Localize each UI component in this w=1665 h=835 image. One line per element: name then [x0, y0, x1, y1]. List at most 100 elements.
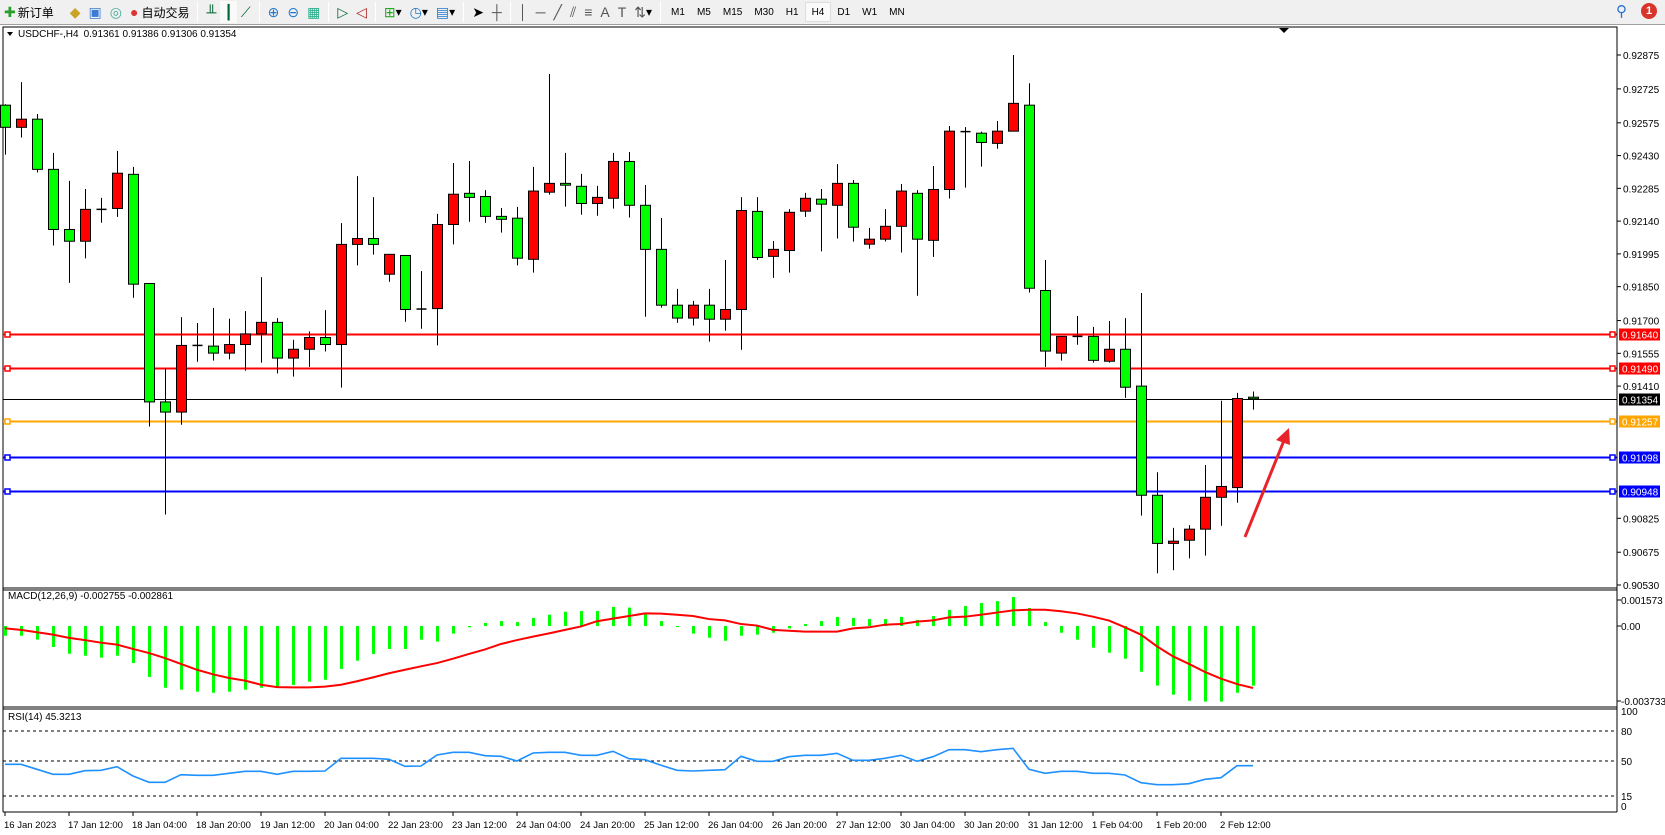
- vertical-line-button[interactable]: │: [515, 1, 532, 23]
- macd-bar: [516, 622, 519, 626]
- candle-body-bear: [144, 282, 155, 403]
- candle: [608, 152, 619, 209]
- timeframe-m1[interactable]: M1: [671, 6, 685, 18]
- candle-body-bull: [592, 196, 603, 204]
- level-handle[interactable]: [4, 331, 11, 338]
- history-icon: ◆: [69, 4, 81, 20]
- time-tick-label: 1 Feb 20:00: [1156, 820, 1207, 831]
- cursor-button[interactable]: ➤: [468, 1, 488, 23]
- auto-trading-button[interactable]: ● 自动交易: [129, 4, 190, 20]
- price-tick-label: 0.92725: [1623, 85, 1660, 96]
- indicators-button[interactable]: ⊞ ▾: [383, 4, 402, 20]
- horizontal-line-button[interactable]: ─: [532, 1, 550, 23]
- bar-chart-button[interactable]: ╨: [202, 1, 220, 23]
- candle-body-bear: [512, 217, 523, 259]
- time-tick-label: 30 Jan 04:00: [900, 820, 955, 831]
- candle: [1200, 464, 1211, 556]
- macd-bar: [196, 626, 199, 692]
- level-handle[interactable]: [1609, 365, 1616, 372]
- zoom-in-button[interactable]: ⊕: [264, 1, 284, 23]
- zoom-out-button[interactable]: ⊖: [283, 1, 303, 23]
- candle: [848, 179, 859, 242]
- candle: [48, 152, 59, 246]
- timeframe-d1[interactable]: D1: [837, 6, 851, 18]
- level-handle[interactable]: [4, 454, 11, 461]
- periods-button[interactable]: ◷ ▾: [409, 4, 428, 20]
- text-label-icon: T: [617, 4, 627, 20]
- macd-bar: [468, 626, 471, 628]
- timeframe-h1[interactable]: H1: [785, 6, 799, 18]
- level-price-label: 0.91098: [1622, 454, 1659, 465]
- chart-window[interactable]: 0.91640 0.91490 0.91354 0.91257 0.91098 0.909…: [0, 25, 1665, 835]
- timeframe-m15[interactable]: M15: [722, 6, 743, 18]
- timeframe-m5[interactable]: M5: [696, 6, 711, 18]
- auto-scroll-icon: ▷: [337, 4, 349, 20]
- candle: [1136, 292, 1147, 516]
- chart-shift-marker-icon[interactable]: [1279, 28, 1289, 33]
- candle: [176, 317, 187, 425]
- candle-body-bull: [1056, 335, 1067, 354]
- templates-button[interactable]: ▤ ▾: [435, 4, 456, 20]
- macd-bar: [836, 616, 839, 626]
- macd-bar: [420, 626, 423, 640]
- time-tick-label: 31 Jan 12:00: [1028, 820, 1083, 831]
- level-handle[interactable]: [4, 418, 11, 425]
- crosshair-button[interactable]: ┼: [488, 1, 506, 23]
- toolbar-separator: [509, 2, 511, 22]
- timeframe-mn[interactable]: MN: [889, 6, 905, 18]
- time-tick-label: 24 Jan 20:00: [580, 820, 635, 831]
- candle: [576, 173, 587, 215]
- level-handle[interactable]: [4, 488, 11, 495]
- price-tick-label: 0.92285: [1623, 184, 1660, 195]
- trendline-button[interactable]: ╱: [550, 1, 566, 23]
- level-handle[interactable]: [1609, 418, 1616, 425]
- candlestick-button[interactable]: ┃: [220, 1, 237, 23]
- macd-bar: [116, 626, 119, 656]
- rsi-label: RSI(14) 45.3213: [8, 712, 82, 723]
- candle: [16, 82, 27, 138]
- macd-bar: [1140, 626, 1143, 672]
- macd-bar: [580, 611, 583, 626]
- macd-bar: [164, 626, 167, 688]
- auto-scroll-button[interactable]: ▷: [333, 1, 352, 23]
- level-handle[interactable]: [1609, 331, 1616, 338]
- timeframe-w1[interactable]: W1: [862, 6, 878, 18]
- timeframe-h4[interactable]: H4: [804, 2, 832, 22]
- fibonacci-button[interactable]: ≡: [580, 1, 596, 23]
- arrows-button[interactable]: ⇅ ▾: [634, 4, 653, 20]
- timeframe-m30[interactable]: M30: [754, 6, 774, 18]
- macd-bar: [900, 616, 903, 626]
- candle: [864, 227, 875, 249]
- new-order-button[interactable]: ✚ 新订单: [4, 4, 54, 20]
- level-handle[interactable]: [1609, 488, 1616, 495]
- candle: [832, 164, 843, 239]
- macd-bar: [1220, 626, 1223, 702]
- line-chart-button[interactable]: ⟋: [237, 1, 255, 23]
- market-watch-button[interactable]: ▣: [85, 1, 106, 23]
- text-button[interactable]: A: [596, 1, 613, 23]
- signals-button[interactable]: ◎: [106, 1, 126, 23]
- macd-tick-label: 0.001573: [1621, 596, 1663, 607]
- chart-menu-triangle-icon[interactable]: [7, 32, 13, 36]
- candle-body-bull: [992, 130, 1003, 144]
- level-handle[interactable]: [1609, 454, 1616, 461]
- candle-body-bull: [256, 321, 267, 335]
- candle-body-bear: [624, 160, 635, 206]
- text-label-button[interactable]: T: [614, 1, 631, 23]
- candle: [64, 180, 75, 283]
- macd-bar: [228, 626, 231, 692]
- rsi-tick-label: 0: [1621, 802, 1627, 813]
- macd-bar: [436, 626, 439, 642]
- search-icon[interactable]: ⚲: [1616, 3, 1627, 20]
- history-button[interactable]: ◆: [66, 1, 85, 23]
- red-up-arrow[interactable]: [1243, 428, 1290, 538]
- candle-body-bull: [80, 208, 91, 242]
- chart-shift-button[interactable]: ◁: [352, 1, 371, 23]
- candle: [224, 318, 235, 360]
- notification-icon[interactable]: 1: [1641, 3, 1657, 19]
- tile-windows-button[interactable]: ▦: [303, 1, 324, 23]
- toolbar-separator: [660, 2, 662, 22]
- equidistant-channel-button[interactable]: ⫽: [566, 1, 580, 23]
- level-handle[interactable]: [4, 365, 11, 372]
- toolbar-separator: [258, 2, 260, 22]
